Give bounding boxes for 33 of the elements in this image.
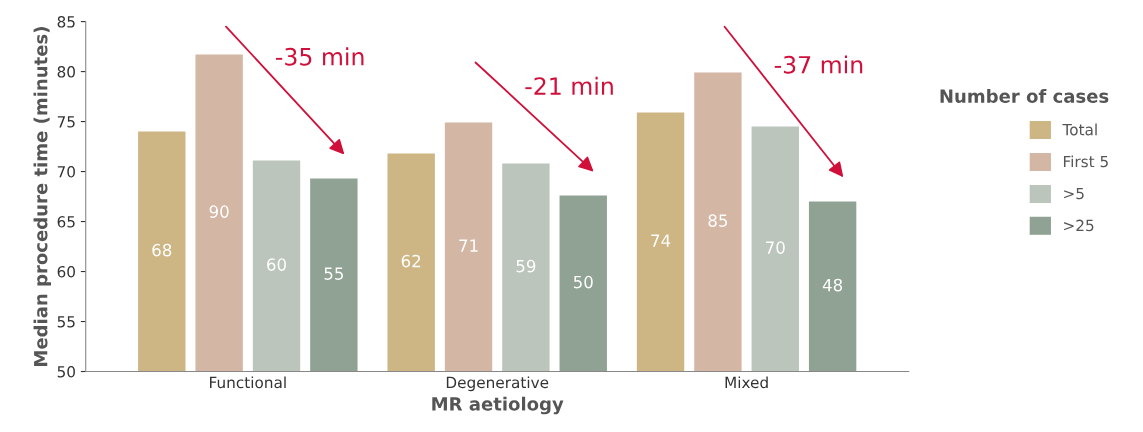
- y-tick-label: 55: [57, 316, 75, 328]
- annotation: -35 min: [276, 47, 364, 66]
- annotation: 74: [651, 234, 671, 247]
- legend-title: Number of cases: [940, 88, 1109, 103]
- annotation: 50: [573, 275, 593, 289]
- y-tick-label: 80: [57, 66, 75, 78]
- x-tick-label: Mixed: [725, 376, 768, 389]
- annotation: 85: [708, 214, 728, 227]
- y-tick-label: 50: [57, 365, 75, 378]
- y-tick-label: 65: [57, 216, 75, 228]
- annotation: -21 min: [525, 76, 613, 95]
- y-tick-label: 85: [57, 16, 75, 28]
- y-tick-label: 60: [57, 266, 75, 278]
- annotation: -37 min: [774, 55, 863, 74]
- legend-label: >25: [1064, 219, 1094, 232]
- legend-label: First 5: [1063, 155, 1108, 168]
- x-axis-title: MR aetiology: [432, 396, 564, 415]
- legend-label: Total: [1062, 123, 1097, 136]
- annotation: 60: [267, 258, 286, 271]
- x-tick-label: Functional: [210, 376, 286, 389]
- annotation: 59: [516, 259, 536, 273]
- x-tick-label: Degenerative: [446, 376, 549, 392]
- annotation: 68: [152, 243, 172, 257]
- y-tick-label: 75: [57, 116, 75, 128]
- annotation: 55: [324, 267, 344, 280]
- annotation: 48: [822, 278, 843, 292]
- y-axis-title: Median procedure time (minutes): [33, 27, 52, 366]
- y-tick-label: 70: [57, 166, 75, 178]
- annotation: 71: [459, 239, 478, 252]
- legend-label: >5: [1064, 187, 1084, 200]
- annotation: 62: [401, 254, 421, 268]
- annotation: 70: [766, 241, 785, 254]
- annotation: 90: [209, 205, 229, 218]
